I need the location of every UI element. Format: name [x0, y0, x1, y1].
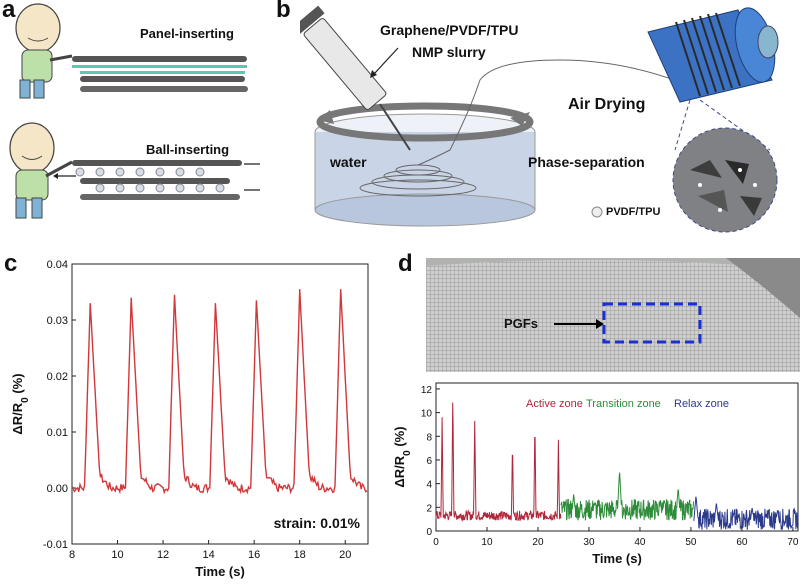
water-bath: [314, 113, 536, 227]
zone-label-2: Relax zone: [674, 398, 729, 410]
panel-inserting-label: Panel-inserting: [140, 26, 234, 41]
x-tick-label: 0: [433, 537, 439, 548]
fiber-roll-icon: [647, 7, 779, 103]
zone-label-1: Transition zone: [586, 398, 661, 410]
graphene-layer-stack-balls: [72, 160, 242, 200]
signal-line: [71, 289, 368, 495]
y-tick-label: 0.04: [47, 259, 68, 271]
arrow-right-icon: [554, 319, 604, 329]
panel-b-illustration: [300, 5, 779, 233]
x-tick-label: 8: [69, 549, 75, 561]
air-drying-label: Air Drying: [568, 96, 646, 113]
panel-label-a: a: [2, 0, 16, 23]
sem-zoom-circle: [672, 99, 778, 233]
pgf-highlight-box: [602, 302, 702, 344]
series-line-0: [435, 402, 562, 523]
pvdf-tpu-ball-icon: [591, 206, 603, 218]
x-tick-label: 16: [248, 549, 260, 561]
zone-label-0: Active zone: [526, 398, 583, 410]
pgfs-label: PGFs: [504, 316, 538, 331]
series-line-2: [693, 496, 799, 531]
ball-inserting-label: Ball-inserting: [146, 142, 230, 157]
panel-a-illustration: [9, 3, 260, 219]
x-tick-label: 10: [481, 537, 493, 548]
x-tick-label: 40: [634, 537, 646, 548]
x-tick-label: 70: [787, 537, 799, 548]
x-tick-label: 50: [685, 537, 697, 548]
fiber-spiral: [359, 59, 681, 197]
series-line-1: [560, 472, 694, 521]
y-tick-label: 0.01: [47, 427, 68, 439]
strain-annotation: strain: 0.01%: [274, 515, 361, 531]
y-tick-label: 0: [426, 527, 432, 538]
syringe-icon: [300, 5, 411, 151]
slurry-label-line1: Graphene/PVDF/TPU: [380, 22, 519, 38]
y-tick-label: 12: [421, 385, 433, 396]
y-tick-label: 8: [426, 432, 432, 443]
slurry-label-line2: NMP slurry: [412, 44, 486, 60]
panel-label-d: d: [398, 250, 413, 277]
x-tick-label: 10: [111, 549, 123, 561]
x-tick-label: 60: [736, 537, 748, 548]
plot-frame: [435, 382, 799, 532]
x-tick-label: 14: [202, 549, 214, 561]
x-axis-label: Time (s): [592, 551, 642, 566]
cartoon-character-pushing-icon: [15, 3, 73, 99]
fabric-mesh: [426, 259, 800, 372]
arrow-icon: [370, 47, 399, 78]
y-tick-label: 10: [421, 409, 433, 420]
water-label: water: [330, 154, 367, 170]
cartoon-character-smiling-icon: [9, 122, 73, 219]
panel-label-c: c: [4, 250, 18, 277]
y-axis-label: ΔR/R0 (%): [10, 373, 31, 434]
y-tick-label: 4: [426, 480, 432, 491]
x-tick-label: 18: [294, 549, 306, 561]
x-tick-label: 30: [583, 537, 595, 548]
y-tick-label: 2: [426, 503, 432, 514]
arrow-left-icon: [53, 173, 76, 179]
phase-separation-label: Phase-separation: [528, 154, 645, 170]
y-tick-label: 0.02: [47, 371, 68, 383]
y-tick-label: 6: [426, 456, 432, 467]
x-axis-label: Time (s): [195, 564, 245, 579]
panel-label-b: b: [276, 0, 291, 23]
y-axis-label: ΔR/R0 (%): [392, 426, 413, 487]
chart-c: 8 10 12 14 16 18 20 -0.01 0.00 0.01 0.02 0.03 0.04 Ti…: [10, 259, 369, 579]
y-tick-label: 0.00: [47, 483, 68, 495]
arrow-right-icon: [244, 163, 260, 165]
pvdf-tpu-legend-label: PVDF/TPU: [606, 206, 661, 218]
graphene-layer-stack-top: [72, 56, 248, 92]
plot-frame: [71, 263, 369, 545]
rotation-arrow-icon: [316, 102, 534, 142]
panel-d-photo: [426, 258, 800, 372]
y-tick-label: -0.01: [43, 539, 68, 551]
x-tick-label: 20: [532, 537, 544, 548]
x-tick-label: 20: [339, 549, 351, 561]
x-tick-label: 12: [157, 549, 169, 561]
chart-d: 0 10 20 30 40 50 60 70 0 2 4 6 8 10 12 Time (s) ΔR/R0 (%…: [392, 382, 799, 566]
y-tick-label: 0.03: [47, 315, 68, 327]
arrow-right-icon: [244, 189, 260, 191]
